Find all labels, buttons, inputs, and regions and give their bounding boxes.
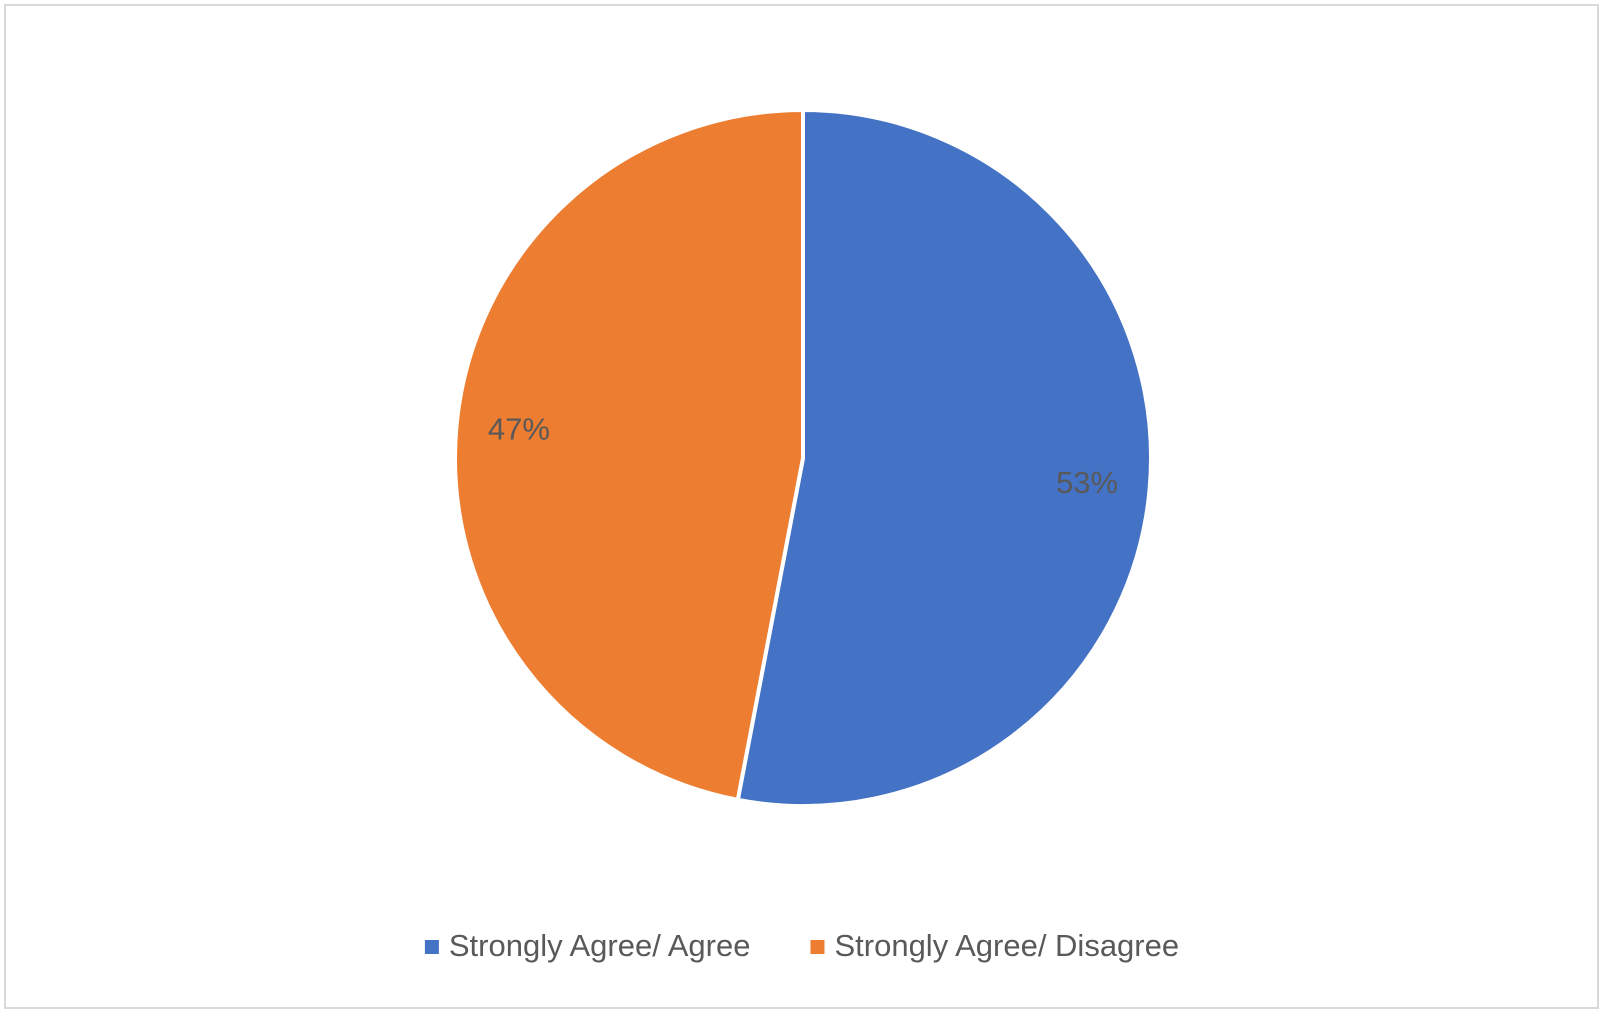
data-label: 53%: [1056, 465, 1118, 500]
legend-swatch: [810, 940, 825, 954]
data-label: 47%: [488, 411, 550, 446]
legend-label: Strongly Agree/ Agree: [449, 928, 751, 963]
legend-label: Strongly Agree/ Disagree: [834, 928, 1179, 963]
pie-slice: [735, 107, 1153, 808]
pie-slice: [453, 107, 805, 803]
legend-swatch: [424, 940, 439, 954]
